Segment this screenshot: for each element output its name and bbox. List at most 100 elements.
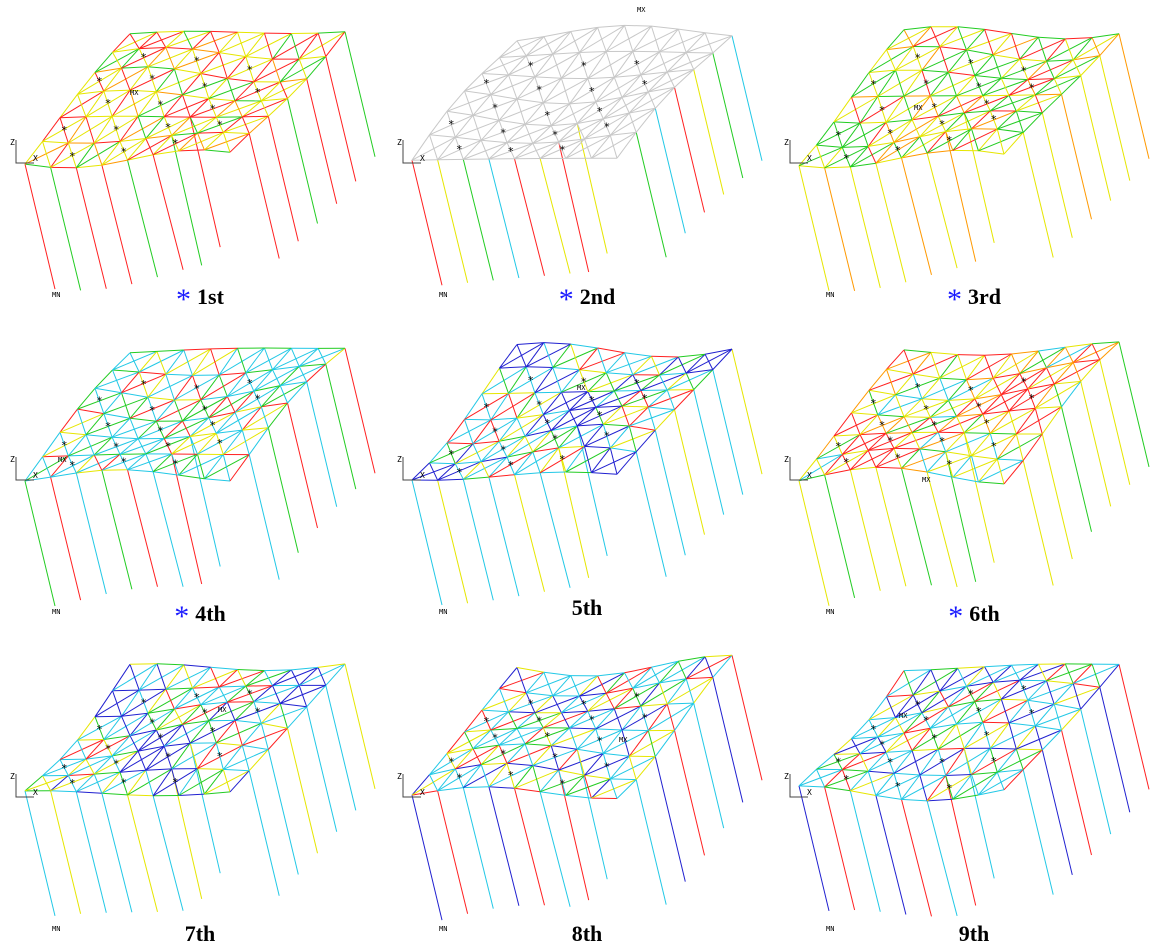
support-column <box>1080 708 1112 835</box>
truss-member <box>867 146 877 164</box>
node-marker: * <box>589 394 595 407</box>
truss-member <box>163 438 173 455</box>
truss-member <box>446 729 492 754</box>
truss-member <box>558 748 578 771</box>
truss-member <box>129 350 157 354</box>
truss-member <box>145 116 165 139</box>
truss-member <box>75 454 95 474</box>
truss-member <box>867 750 913 772</box>
truss-member <box>1080 686 1101 710</box>
mode-panel-9: * * * * * * * * * * * * * * * * * MX MN Z X 9th <box>774 634 1161 951</box>
truss-member <box>1001 388 1028 396</box>
node-marker: * <box>165 751 171 764</box>
truss-member <box>272 347 292 371</box>
truss-member <box>506 123 526 143</box>
truss-member <box>1073 683 1100 688</box>
node-marker: * <box>247 688 253 701</box>
truss-member <box>129 396 149 419</box>
truss-member <box>938 413 983 433</box>
truss-member <box>937 416 957 433</box>
truss-member <box>597 675 607 694</box>
truss-member <box>454 748 474 770</box>
truss-member <box>939 26 959 48</box>
truss-member <box>903 69 923 97</box>
truss-member <box>260 723 269 750</box>
node-marker: * <box>70 459 76 472</box>
truss-member <box>139 371 166 375</box>
truss-member <box>94 771 121 775</box>
truss-member <box>875 142 895 164</box>
truss-member <box>506 142 515 159</box>
truss-member <box>93 142 103 166</box>
truss-member <box>163 420 183 439</box>
truss-member <box>978 150 1005 155</box>
truss-member <box>647 406 656 431</box>
node-marker: * <box>173 776 179 789</box>
truss-member <box>859 122 869 147</box>
truss-member <box>210 666 238 670</box>
truss-member <box>849 770 869 792</box>
truss-member <box>103 413 113 438</box>
support-column <box>189 743 221 874</box>
truss-member <box>165 664 185 690</box>
truss-member <box>919 448 946 453</box>
truss-member <box>875 448 895 468</box>
truss-member <box>229 454 250 482</box>
truss-member <box>921 377 941 400</box>
truss-member <box>584 774 611 780</box>
truss-member <box>498 417 518 442</box>
truss-member <box>101 469 128 471</box>
truss-member <box>921 69 949 73</box>
truss-member <box>1064 346 1074 363</box>
truss-member <box>279 58 300 83</box>
truss-member <box>242 115 269 118</box>
truss-member <box>1015 725 1036 750</box>
truss-member <box>543 36 554 55</box>
truss-member <box>499 366 527 369</box>
truss-member <box>712 35 733 54</box>
truss-member <box>686 52 713 54</box>
truss-member <box>947 400 957 417</box>
truss-member <box>550 430 560 449</box>
truss-member <box>147 66 175 70</box>
truss-member <box>974 54 994 76</box>
truss-member <box>635 429 656 453</box>
truss-member <box>605 352 625 374</box>
truss-member <box>605 372 615 392</box>
truss-member <box>263 32 273 60</box>
truss-member <box>816 121 835 146</box>
truss-member <box>543 410 570 416</box>
truss-member <box>532 125 552 144</box>
truss-member <box>94 67 122 73</box>
node-marker: * <box>492 426 498 439</box>
mode-panel-1: * * * * * * * * * * * * * * * * * MX MN Z X * 1st <box>0 0 387 317</box>
truss-member <box>558 123 578 143</box>
truss-member <box>824 166 851 169</box>
truss-member <box>101 453 121 471</box>
truss-member <box>129 33 140 49</box>
truss-member <box>245 685 273 687</box>
truss-member <box>229 133 250 153</box>
truss-member <box>1027 78 1055 81</box>
truss-member <box>993 54 1020 60</box>
truss-member <box>253 701 281 704</box>
truss-member <box>173 375 193 401</box>
truss-member <box>868 69 896 73</box>
truss-member <box>129 31 157 35</box>
truss-member <box>290 669 300 686</box>
truss-member <box>911 750 921 776</box>
truss-member <box>437 787 464 792</box>
truss-member <box>579 369 589 392</box>
truss-member <box>219 685 246 688</box>
truss-member <box>677 356 687 374</box>
truss-member <box>851 738 861 754</box>
truss-member <box>129 663 157 665</box>
truss-member <box>911 95 957 121</box>
truss-member <box>613 374 634 392</box>
truss-member <box>816 458 826 476</box>
truss-member <box>992 377 1002 395</box>
truss-member <box>1022 112 1043 133</box>
truss-member <box>996 748 1017 773</box>
truss-member <box>963 748 972 775</box>
